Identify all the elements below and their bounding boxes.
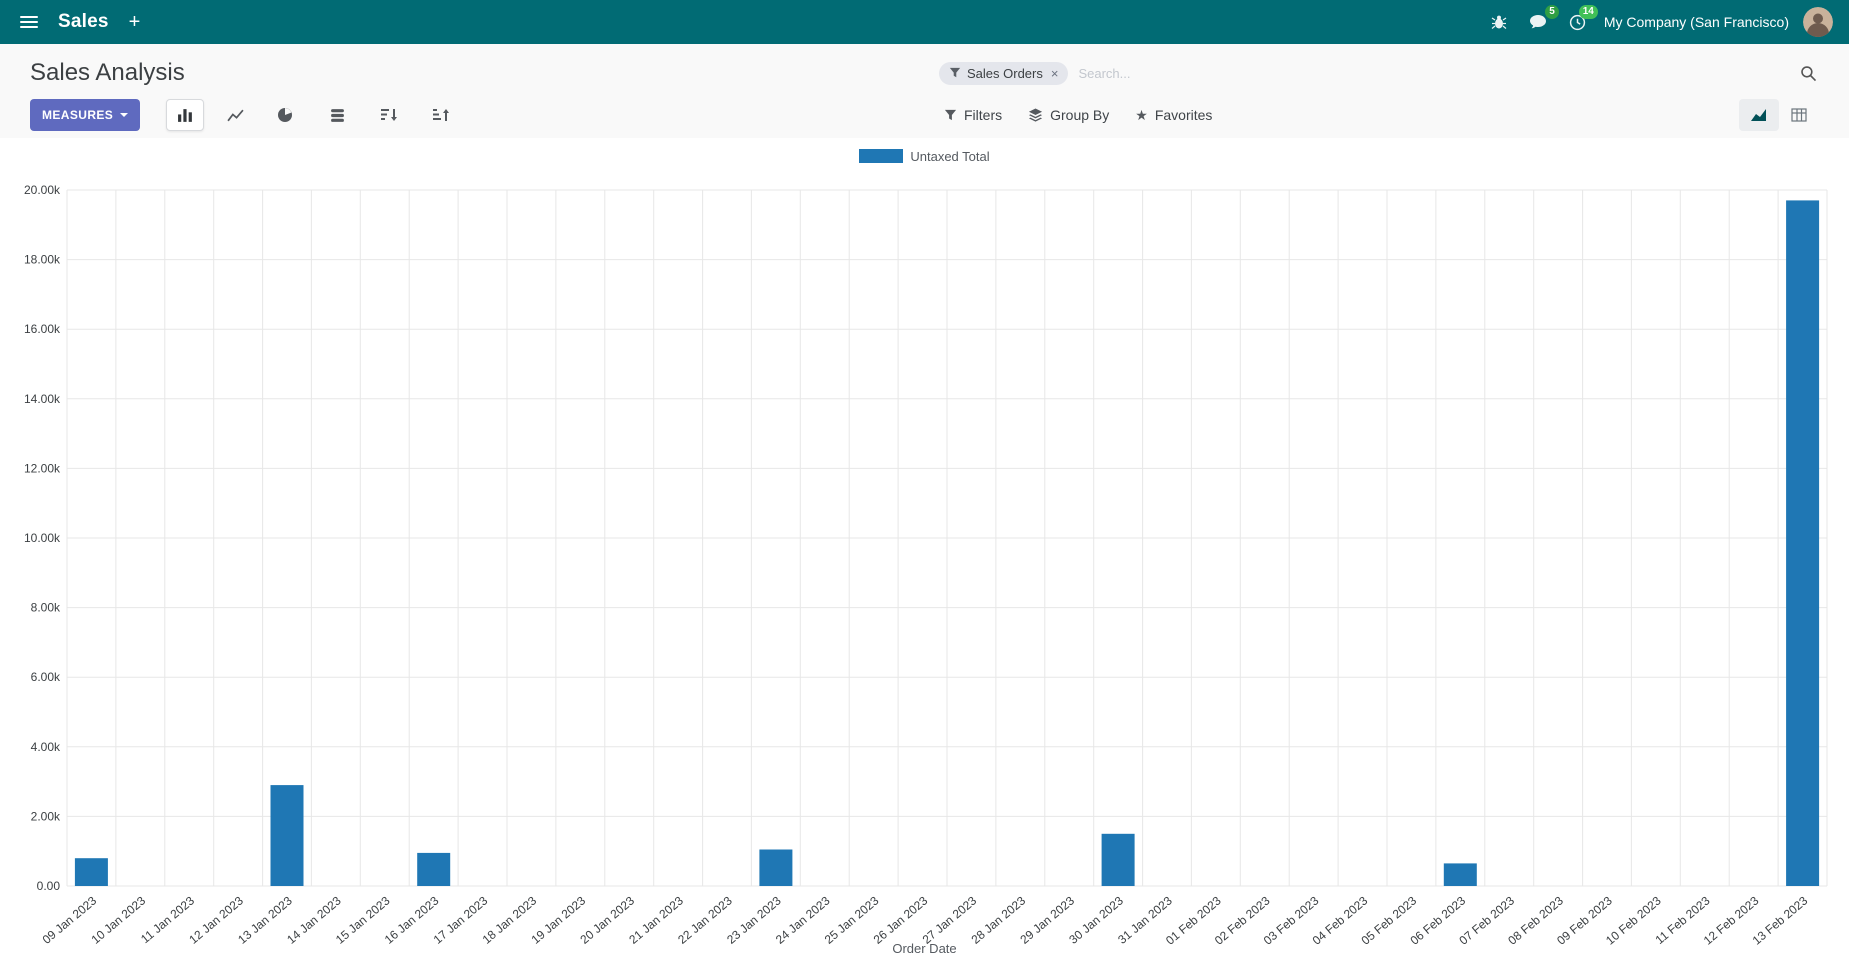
- caret-down-icon: [120, 113, 129, 117]
- legend-swatch: [859, 149, 904, 163]
- bar[interactable]: [759, 849, 793, 887]
- svg-text:8.00k: 8.00k: [31, 601, 61, 615]
- svg-text:0.00: 0.00: [37, 879, 61, 893]
- favorites-button[interactable]: ★ Favorites: [1135, 107, 1212, 123]
- page-title: Sales Analysis: [30, 59, 185, 86]
- app-name[interactable]: Sales: [58, 11, 109, 32]
- svg-text:18.00k: 18.00k: [24, 253, 61, 267]
- navbar-left: Sales +: [16, 11, 144, 34]
- search-facet-label: Sales Orders: [967, 65, 1043, 81]
- favorites-label: Favorites: [1154, 107, 1213, 123]
- messages-badge: 5: [1545, 5, 1559, 19]
- bar[interactable]: [1101, 833, 1135, 886]
- breadcrumb-search-row: Sales Analysis Sales Orders ×: [30, 56, 1819, 90]
- star-icon: ★: [1135, 107, 1148, 123]
- bar[interactable]: [74, 858, 108, 886]
- legend-label: Untaxed Total: [910, 148, 990, 164]
- toolbar-row: MEASURES: [30, 98, 1819, 132]
- plus-icon[interactable]: +: [125, 11, 145, 34]
- debug-bug-icon[interactable]: [1487, 11, 1511, 34]
- pivot-view-button[interactable]: [1779, 99, 1819, 131]
- filter-icon: [944, 109, 957, 122]
- group-by-label: Group By: [1050, 107, 1110, 123]
- filter-funnel-icon: [949, 67, 961, 79]
- measures-label: MEASURES: [42, 108, 114, 122]
- chart-type-group: [166, 99, 304, 131]
- facet-remove-icon[interactable]: ×: [1050, 65, 1059, 81]
- sort-asc-button[interactable]: [422, 99, 460, 131]
- sales-analysis-bar-chart: 0.00 2.00k 4.00k 6.00k 8.00k 10.00k 12.00k 14.0…: [24, 183, 1828, 948]
- line-chart-button[interactable]: [216, 99, 254, 131]
- chart-legend[interactable]: Untaxed Total: [0, 146, 1849, 166]
- search-input[interactable]: [1076, 64, 1792, 82]
- svg-text:6.00k: 6.00k: [31, 670, 61, 684]
- svg-text:2.00k: 2.00k: [31, 809, 61, 823]
- user-avatar[interactable]: [1803, 7, 1833, 37]
- search-facet[interactable]: Sales Orders ×: [939, 61, 1069, 85]
- y-axis-labels: 0.00 2.00k 4.00k 6.00k 8.00k 10.00k 12.00k 14.0…: [24, 183, 61, 893]
- activities-badge: 14: [1578, 4, 1598, 19]
- navbar-right: 5 14 My Company (San Francisco): [1487, 4, 1833, 37]
- measures-button[interactable]: MEASURES: [30, 99, 141, 131]
- pivot-grid-icon: [1791, 108, 1807, 122]
- svg-text:10.00k: 10.00k: [24, 531, 61, 545]
- top-navbar: Sales + 5 14 My Company (San Francisco): [0, 0, 1849, 44]
- area-chart-icon: [1751, 109, 1766, 121]
- pie-chart-button[interactable]: [266, 99, 304, 131]
- bar-chart-button[interactable]: [166, 99, 205, 131]
- filters-label: Filters: [964, 107, 1003, 123]
- bar[interactable]: [417, 852, 451, 886]
- chart-area: Untaxed Total 0.00 2.00k 4.00k 6.00k 8.00k 10…: [0, 138, 1849, 958]
- x-axis-title: Order Date: [892, 941, 957, 956]
- sort-desc-button[interactable]: [370, 99, 408, 131]
- search-options-group: Filters Group By ★ Favorites: [944, 98, 1212, 132]
- bar[interactable]: [270, 785, 304, 886]
- messages-icon[interactable]: 5: [1525, 5, 1559, 34]
- svg-text:16.00k: 16.00k: [24, 322, 61, 336]
- svg-text:10 Jan 2023: 10 Jan 2023: [89, 893, 149, 946]
- group-by-button[interactable]: Group By: [1028, 107, 1109, 123]
- svg-text:4.00k: 4.00k: [31, 740, 61, 754]
- avatar-person-icon: [1803, 7, 1833, 37]
- apps-menu-icon[interactable]: [16, 12, 42, 32]
- control-panel: Sales Analysis Sales Orders × MEASURES: [0, 44, 1849, 138]
- graph-view-button[interactable]: [1739, 99, 1779, 131]
- stacked-toggle-button[interactable]: [318, 99, 356, 131]
- svg-text:12.00k: 12.00k: [24, 461, 61, 475]
- bar[interactable]: [1786, 200, 1820, 886]
- layers-icon: [1028, 108, 1043, 122]
- bar[interactable]: [1443, 863, 1477, 886]
- svg-text:14.00k: 14.00k: [24, 392, 61, 406]
- filters-button[interactable]: Filters: [944, 107, 1002, 123]
- bars: [74, 200, 1820, 887]
- search-bar[interactable]: Sales Orders ×: [939, 58, 1819, 88]
- search-magnifier-icon[interactable]: [1800, 65, 1819, 82]
- view-switcher: [1739, 98, 1819, 132]
- gridlines: [66, 189, 1828, 887]
- company-switcher[interactable]: My Company (San Francisco): [1603, 14, 1789, 30]
- svg-text:20.00k: 20.00k: [24, 183, 61, 197]
- activities-clock-icon[interactable]: 14: [1565, 4, 1598, 35]
